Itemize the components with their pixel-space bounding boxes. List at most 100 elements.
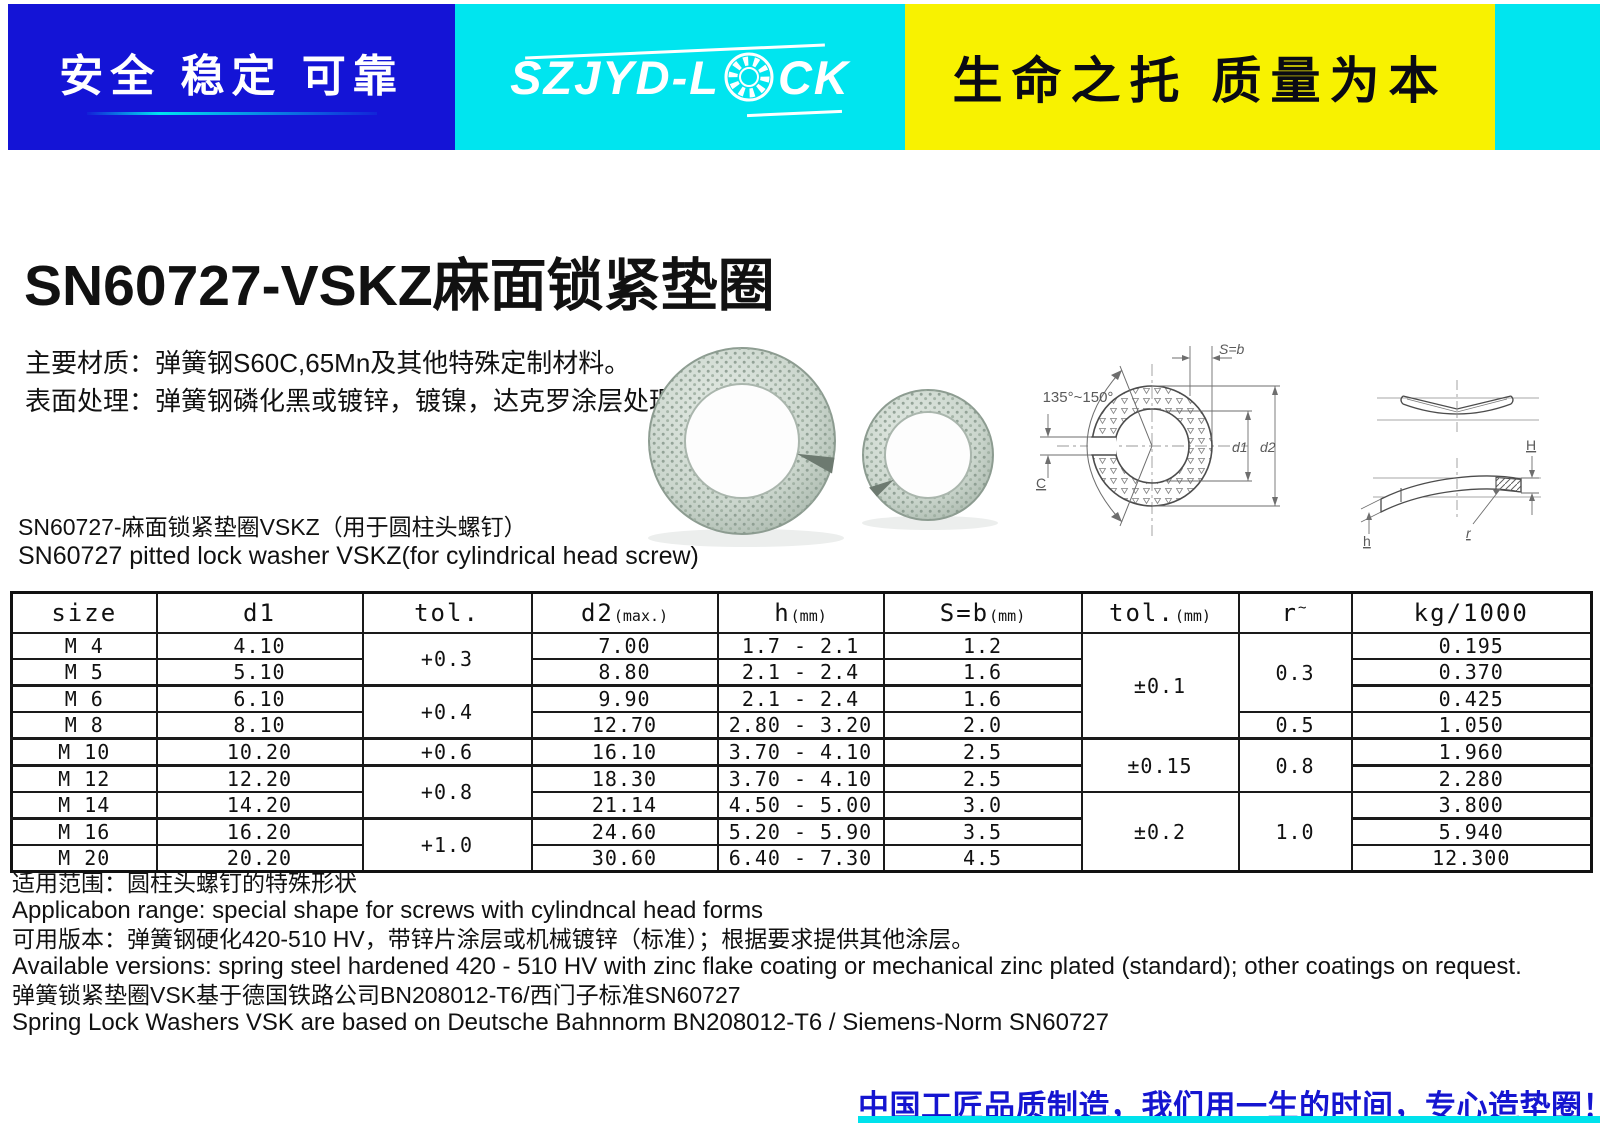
table-cell: 8.80 bbox=[530, 658, 719, 687]
table-row-6: M 14 14.20 21.14 4.50 - 5.00 3.0 ±0.2 1.0 3.800 bbox=[10, 791, 1593, 873]
table-cell: +0.6 bbox=[361, 737, 533, 767]
col-header-4: h(mm) bbox=[716, 591, 885, 634]
table-cell: 5.10 bbox=[155, 658, 364, 687]
table-cell: 5.940 bbox=[1350, 817, 1593, 846]
table-cell: +1.0 bbox=[361, 817, 533, 873]
table-cell: 18.30 bbox=[530, 764, 719, 793]
intro-line-surface: 表面处理：弹簧钢磷化黑或镀锌，镀镍，达克罗涂层处理。 bbox=[25, 386, 702, 416]
table-cell: 4.5 bbox=[882, 844, 1083, 873]
table-cell: 2.1 - 2.4 bbox=[716, 658, 885, 687]
side-view-drawing: H h r bbox=[1360, 380, 1541, 549]
washer-photo-small bbox=[862, 389, 998, 530]
note-line-4: 弹簧锁紧垫圈VSK基于德国铁路公司BN208012-T6/西门子标准SN6072… bbox=[12, 982, 741, 1008]
intro-line-material: 主要材质：弹簧钢S60C,65Mn及其他特殊定制材料。 bbox=[25, 348, 631, 378]
col-header-3: d2(max.) bbox=[530, 591, 719, 634]
table-cell: ±0.2 bbox=[1080, 791, 1240, 873]
table-cell: 7.00 bbox=[530, 632, 719, 660]
table-row-3: M 8 8.10 12.70 2.80 - 3.20 2.0 0.5 1.050 bbox=[10, 711, 1593, 740]
front-view-drawing: 135°~150° S=b d1 d2 C bbox=[1036, 341, 1280, 536]
table-cell: 1.7 - 2.1 bbox=[716, 632, 885, 660]
table-cell: M 8 bbox=[10, 711, 158, 740]
table-cell: 1.2 bbox=[882, 632, 1083, 660]
table-row-1: M 5 5.10 8.80 2.1 - 2.4 1.6 0.370 bbox=[10, 658, 1593, 687]
banner-left-underline bbox=[86, 111, 377, 115]
banner-right: 生命之托 质量为本 bbox=[905, 4, 1495, 150]
washer-photo bbox=[648, 347, 998, 547]
table-cell: 0.3 bbox=[1237, 632, 1353, 713]
table-cell: 20.20 bbox=[155, 844, 364, 873]
bottom-slogan-underline bbox=[858, 1116, 1600, 1123]
table-cell: 24.60 bbox=[530, 817, 719, 846]
table-cell: +0.8 bbox=[361, 764, 533, 820]
table-cell: 6.40 - 7.30 bbox=[716, 844, 885, 873]
table-cell: 2.5 bbox=[882, 764, 1083, 793]
table-cell: M 12 bbox=[10, 764, 158, 793]
banner-right-edge bbox=[1495, 4, 1600, 150]
table-cell: 14.20 bbox=[155, 791, 364, 820]
table-cell: 8.10 bbox=[155, 711, 364, 740]
table-cell: 12.20 bbox=[155, 764, 364, 793]
banner-left-text: 安全 稳定 可靠 bbox=[59, 51, 404, 101]
page-title: SN60727-VSKZ麻面锁紧垫圈 bbox=[24, 254, 775, 318]
table-cell: 5.20 - 5.90 bbox=[716, 817, 885, 846]
angle-label: 135°~150° bbox=[1043, 389, 1114, 406]
table-row-2: M 6 6.10 +0.4 9.90 2.1 - 2.4 1.6 0.425 bbox=[10, 684, 1593, 740]
col-header-1: d1 bbox=[155, 591, 364, 634]
col-header-2: tol. bbox=[361, 591, 533, 634]
note-line-5: Spring Lock Washers VSK are based on Deu… bbox=[12, 1009, 1110, 1036]
table-cell: M 20 bbox=[10, 844, 158, 873]
banner-right-text: 生命之托 质量为本 bbox=[952, 53, 1448, 109]
table-cell: 2.0 bbox=[882, 711, 1083, 740]
spec-table-body: M 4 4.10 +0.3 7.00 1.7 - 2.1 1.2 ±0.1 0.3 0.195 M… bbox=[10, 632, 1593, 873]
sb-label: S=b bbox=[1219, 341, 1245, 357]
logo-suffix: CK bbox=[777, 50, 850, 104]
intro-block: 主要材质：弹簧钢S60C,65Mn及其他特殊定制材料。 表面处理：弹簧钢磷化黑或… bbox=[25, 344, 701, 420]
table-cell: 2.280 bbox=[1350, 764, 1593, 793]
brand-logo: SZJYD-L CK bbox=[455, 4, 905, 150]
table-cell: M 14 bbox=[10, 791, 158, 820]
table-cell: 4.10 bbox=[155, 632, 364, 660]
table-cell: 3.70 - 4.10 bbox=[716, 737, 885, 767]
table-cell: 0.8 bbox=[1237, 737, 1353, 793]
r-label: r bbox=[1466, 525, 1472, 541]
table-cell: 10.20 bbox=[155, 737, 364, 767]
table-cell: 2.80 - 3.20 bbox=[716, 711, 885, 740]
table-cell: 0.425 bbox=[1350, 684, 1593, 713]
table-cell: M 4 bbox=[10, 632, 158, 660]
washer-ring-icon bbox=[724, 52, 774, 102]
notes-block: 适用范围：圆柱头螺钉的特殊形状 Applicabon range: special… bbox=[12, 869, 1522, 1037]
table-cell: ±0.1 bbox=[1080, 632, 1240, 740]
table-cell: 21.14 bbox=[530, 791, 719, 820]
table-cell: M 6 bbox=[10, 684, 158, 713]
table-cell: +0.3 bbox=[361, 632, 533, 687]
table-caption-cn: SN60727-麻面锁紧垫圈VSKZ（用于圆柱头螺钉） bbox=[18, 514, 527, 540]
table-cell: 3.0 bbox=[882, 791, 1083, 820]
table-row-0: M 4 4.10 +0.3 7.00 1.7 - 2.1 1.2 ±0.1 0.3 0.195 bbox=[10, 632, 1593, 740]
table-cell: 2.1 - 2.4 bbox=[716, 684, 885, 713]
logo-prefix: SZJYD-L bbox=[510, 50, 720, 104]
table-cell: 3.5 bbox=[882, 817, 1083, 846]
table-cell: 4.50 - 5.00 bbox=[716, 791, 885, 820]
col-header-5: S=b(mm) bbox=[882, 591, 1083, 634]
table-cell: 30.60 bbox=[530, 844, 719, 873]
d2-label: d2 bbox=[1260, 439, 1276, 455]
H-label: H bbox=[1526, 437, 1536, 453]
table-cell: 0.195 bbox=[1350, 632, 1593, 660]
table-cell: 0.370 bbox=[1350, 658, 1593, 687]
table-cell: 1.6 bbox=[882, 658, 1083, 687]
banner-center: SZJYD-L CK bbox=[455, 4, 905, 150]
table-cell: 2.5 bbox=[882, 737, 1083, 767]
c-label: C bbox=[1036, 475, 1046, 491]
spec-table: size d1 tol. d2(max.) h(mm) S=b(mm) tol.(mm) r~… bbox=[10, 591, 1593, 873]
col-header-7: r~ bbox=[1237, 591, 1353, 634]
table-cell: +0.4 bbox=[361, 684, 533, 740]
brand-logo-text: SZJYD-L CK bbox=[510, 50, 850, 105]
spec-table-head: size d1 tol. d2(max.) h(mm) S=b(mm) tol.(mm) r~… bbox=[10, 591, 1593, 634]
table-caption: SN60727-麻面锁紧垫圈VSKZ（用于圆柱头螺钉） SN60727 pitt… bbox=[18, 513, 699, 571]
table-cell: 1.050 bbox=[1350, 711, 1593, 740]
table-cell: 1.960 bbox=[1350, 737, 1593, 767]
table-cell: 3.70 - 4.10 bbox=[716, 764, 885, 793]
table-cell: M 10 bbox=[10, 737, 158, 767]
banner-left: 安全 稳定 可靠 bbox=[8, 4, 455, 150]
